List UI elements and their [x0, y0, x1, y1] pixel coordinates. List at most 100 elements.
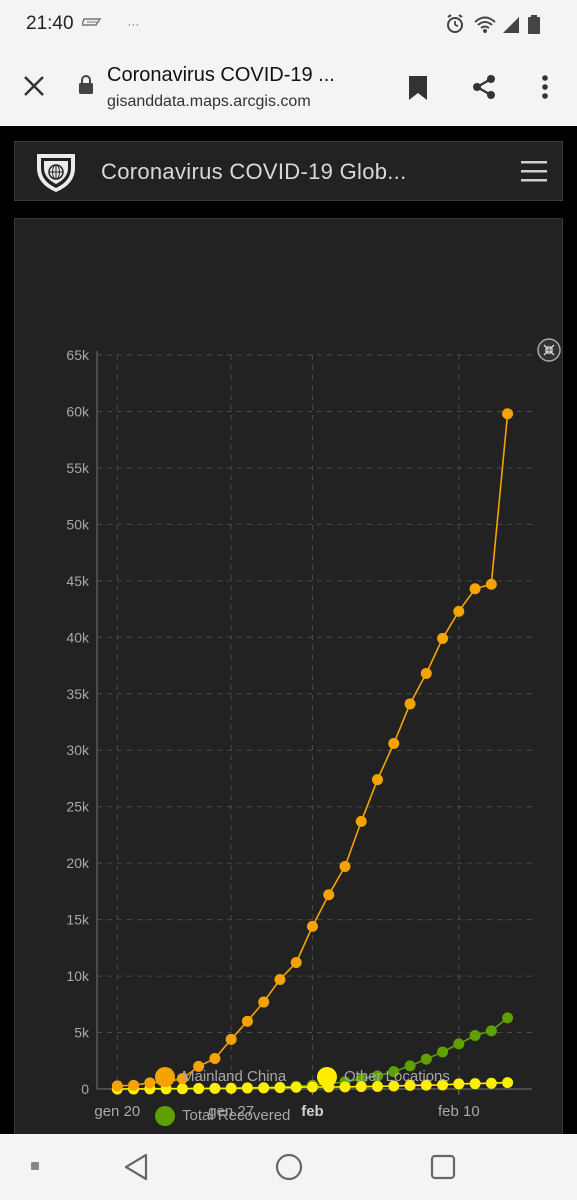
x-tick-label: gen 20	[94, 1103, 140, 1120]
y-tick-label: 20k	[66, 855, 90, 871]
point-total-recovered[interactable]	[355, 1073, 367, 1085]
university-shield-logo-icon	[37, 154, 75, 192]
y-tick-label: 50k	[66, 516, 90, 532]
legend-other-locations[interactable]: Other Locations	[317, 1067, 450, 1087]
point-mainland-china[interactable]	[372, 774, 384, 786]
point-mainland-china[interactable]	[290, 957, 302, 969]
status-bar: 21:40 ···	[0, 0, 577, 48]
point-other-locations[interactable]	[209, 1082, 221, 1094]
point-mainland-china[interactable]	[193, 1060, 205, 1072]
close-icon[interactable]	[20, 72, 48, 100]
notification-icons: ···	[80, 16, 140, 31]
signal-icon	[503, 17, 519, 33]
bookmark-icon[interactable]	[406, 74, 430, 102]
y-tick-label: 65k	[66, 347, 90, 363]
y-tick-label: 10k	[66, 968, 90, 984]
point-mainland-china[interactable]	[306, 920, 318, 932]
point-other-locations[interactable]	[469, 1078, 481, 1090]
point-mainland-china[interactable]	[437, 632, 449, 644]
point-mainland-china[interactable]	[111, 1080, 123, 1092]
y-tick-label: 35k	[66, 686, 90, 702]
web-page: Coronavirus COVID-19 Glob... 0 5k 10k 15k 20…	[0, 126, 577, 1138]
legend-total-recovered[interactable]: Total Recovered	[155, 1106, 290, 1126]
x-tick-label: feb	[301, 1103, 324, 1120]
share-icon[interactable]	[470, 73, 498, 101]
point-total-recovered[interactable]	[420, 1053, 432, 1065]
app-title: Coronavirus COVID-19 Glob...	[101, 159, 407, 184]
point-mainland-china[interactable]	[420, 667, 432, 679]
battery-icon	[528, 15, 540, 34]
point-mainland-china[interactable]	[469, 583, 481, 595]
nav-indicator-icon	[31, 1162, 39, 1170]
point-other-locations[interactable]	[502, 1077, 514, 1089]
legend-recovered-label: Total Recovered	[182, 1106, 291, 1124]
point-mainland-china[interactable]	[128, 1079, 140, 1091]
status-extra: ···	[127, 17, 140, 31]
legend-mainland-china[interactable]: Mainland China	[155, 1067, 286, 1087]
point-other-locations[interactable]	[290, 1081, 302, 1093]
point-mainland-china[interactable]	[274, 973, 286, 985]
home-icon[interactable]	[275, 1153, 303, 1181]
point-other-locations[interactable]	[355, 1081, 367, 1093]
legend-mainland-label: Mainland China	[182, 1067, 287, 1085]
point-other-locations[interactable]	[306, 1081, 318, 1093]
point-mainland-china[interactable]	[241, 1015, 253, 1027]
x-tick-label: feb 10	[438, 1103, 480, 1120]
point-mainland-china[interactable]	[144, 1077, 156, 1089]
point-total-recovered[interactable]	[404, 1060, 416, 1072]
point-total-recovered[interactable]	[485, 1025, 497, 1037]
y-tick-label: 0	[81, 1081, 89, 1097]
point-mainland-china[interactable]	[355, 815, 367, 827]
point-other-locations[interactable]	[339, 1081, 351, 1093]
point-total-recovered[interactable]	[453, 1038, 465, 1050]
point-mainland-china[interactable]	[176, 1073, 188, 1085]
point-other-locations[interactable]	[274, 1082, 286, 1094]
point-mainland-china[interactable]	[485, 578, 497, 590]
point-mainland-china[interactable]	[502, 408, 514, 420]
y-tick-label: 55k	[66, 460, 90, 476]
x-tick-label: gen 27	[208, 1103, 254, 1120]
legend-other-label: Other Locations	[344, 1067, 450, 1085]
recent-apps-icon[interactable]	[429, 1153, 457, 1181]
cases-line-chart: 0 5k 10k 15k 20k 25k 30k 35k 40k 45k 50k 55k 60k 65k g…	[66, 347, 532, 1120]
chart-panel: 0 5k 10k 15k 20k 25k 30k 35k 40k 45k 50k 55k 60k 65k g…	[14, 218, 563, 1138]
point-other-locations[interactable]	[176, 1083, 188, 1095]
page-title[interactable]: Coronavirus COVID-19 ...	[107, 64, 335, 86]
point-mainland-china[interactable]	[323, 889, 335, 901]
legend-mainland-dot	[155, 1067, 175, 1087]
wifi-icon	[474, 16, 496, 33]
point-mainland-china[interactable]	[258, 996, 270, 1008]
point-total-recovered[interactable]	[469, 1029, 481, 1041]
point-other-locations[interactable]	[193, 1083, 205, 1095]
lock-icon	[79, 75, 93, 94]
page-url[interactable]: gisanddata.maps.arcgis.com	[107, 93, 311, 110]
point-other-locations[interactable]	[420, 1079, 432, 1091]
browser-toolbar: Coronavirus COVID-19 ... gisanddata.maps…	[0, 48, 577, 127]
legend-other-dot	[317, 1067, 337, 1087]
point-mainland-china[interactable]	[404, 698, 416, 710]
point-total-recovered[interactable]	[502, 1012, 514, 1024]
expand-collapse-icon[interactable]	[536, 337, 562, 363]
point-other-locations[interactable]	[404, 1079, 416, 1091]
point-total-recovered[interactable]	[437, 1046, 449, 1058]
notification-icon	[80, 18, 102, 26]
point-other-locations[interactable]	[372, 1080, 384, 1092]
point-mainland-china[interactable]	[339, 861, 351, 873]
point-other-locations[interactable]	[437, 1079, 449, 1091]
point-mainland-china[interactable]	[209, 1053, 221, 1065]
point-total-recovered[interactable]	[388, 1066, 400, 1078]
point-other-locations[interactable]	[485, 1077, 497, 1089]
back-icon[interactable]	[122, 1152, 150, 1182]
more-options-icon[interactable]	[533, 73, 557, 101]
point-other-locations[interactable]	[388, 1080, 400, 1092]
point-total-recovered[interactable]	[372, 1070, 384, 1082]
point-mainland-china[interactable]	[453, 605, 465, 617]
hamburger-menu-icon[interactable]	[520, 158, 548, 184]
point-other-locations[interactable]	[225, 1082, 237, 1094]
point-other-locations[interactable]	[453, 1078, 465, 1090]
point-other-locations[interactable]	[258, 1082, 270, 1094]
point-mainland-china[interactable]	[388, 737, 400, 749]
y-tick-label: 45k	[66, 573, 90, 589]
point-other-locations[interactable]	[241, 1082, 253, 1094]
point-mainland-china[interactable]	[225, 1033, 237, 1045]
